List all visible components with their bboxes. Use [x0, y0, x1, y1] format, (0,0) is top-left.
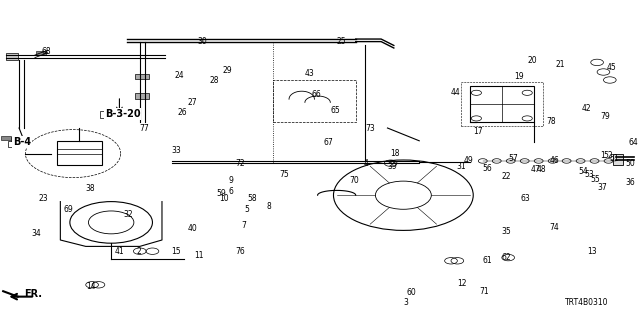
Text: 52: 52: [604, 151, 613, 160]
Text: 51: 51: [610, 154, 620, 163]
Text: 25: 25: [337, 37, 346, 46]
Bar: [57, 141, 102, 165]
Text: 79: 79: [600, 112, 610, 121]
Text: 67: 67: [324, 138, 333, 147]
Text: 43: 43: [305, 69, 315, 78]
Text: 49: 49: [464, 156, 474, 164]
Bar: [134, 74, 148, 79]
Text: 73: 73: [365, 124, 375, 132]
Text: 4: 4: [364, 159, 368, 168]
Text: 58: 58: [248, 194, 257, 203]
Text: 28: 28: [210, 76, 219, 84]
Text: 17: 17: [473, 127, 483, 136]
Text: 71: 71: [479, 287, 489, 296]
Text: 9: 9: [228, 176, 234, 185]
Text: 1: 1: [600, 151, 605, 160]
Text: 39: 39: [387, 162, 397, 171]
Text: 22: 22: [502, 172, 511, 180]
Text: 38: 38: [86, 184, 95, 193]
Text: 15: 15: [172, 247, 181, 256]
Text: B-3-20: B-3-20: [105, 108, 140, 119]
Text: 16: 16: [16, 136, 26, 145]
Text: 45: 45: [607, 63, 616, 72]
Text: 35: 35: [502, 228, 511, 236]
Text: 8: 8: [267, 202, 271, 211]
Text: 63: 63: [521, 194, 531, 203]
Text: 5: 5: [244, 205, 250, 214]
Text: 47: 47: [531, 165, 540, 174]
Bar: [8, 141, 26, 147]
Text: 18: 18: [390, 149, 400, 158]
Text: 33: 33: [172, 146, 181, 155]
Text: 42: 42: [581, 104, 591, 113]
Bar: [6, 53, 18, 60]
Text: 21: 21: [556, 60, 565, 68]
Text: 27: 27: [188, 98, 197, 107]
Bar: [36, 51, 46, 55]
Bar: [11, 137, 21, 141]
Text: 48: 48: [537, 165, 547, 174]
Text: 62: 62: [502, 253, 511, 262]
Text: 41: 41: [115, 247, 124, 256]
Text: 78: 78: [547, 117, 556, 126]
Bar: [461, 82, 543, 126]
Text: 12: 12: [458, 279, 467, 288]
Text: FR.: FR.: [24, 289, 42, 300]
Text: 75: 75: [280, 170, 289, 179]
Text: 40: 40: [188, 224, 197, 233]
Text: 30: 30: [197, 37, 207, 46]
Text: 74: 74: [550, 223, 559, 232]
Text: 54: 54: [578, 167, 588, 176]
Text: 37: 37: [597, 183, 607, 192]
Text: 60: 60: [406, 288, 416, 297]
Text: 68: 68: [42, 47, 51, 56]
Bar: [1, 136, 12, 140]
Text: 77: 77: [140, 124, 150, 132]
Text: 26: 26: [178, 108, 188, 116]
Text: 59: 59: [216, 189, 226, 198]
Text: 20: 20: [527, 56, 537, 65]
Text: 44: 44: [451, 88, 461, 97]
Text: 76: 76: [235, 247, 244, 256]
Text: 23: 23: [38, 194, 48, 203]
Bar: [134, 93, 148, 99]
Bar: [470, 86, 534, 122]
Text: 7: 7: [241, 221, 246, 230]
Text: 55: 55: [591, 175, 600, 184]
Bar: [273, 80, 356, 122]
Text: 14: 14: [86, 282, 95, 291]
Text: 11: 11: [194, 252, 204, 260]
Text: 10: 10: [219, 194, 228, 203]
Text: 57: 57: [508, 154, 518, 163]
Text: 61: 61: [483, 256, 492, 265]
Text: 29: 29: [222, 66, 232, 75]
Text: 56: 56: [483, 164, 493, 172]
Text: 36: 36: [626, 178, 636, 187]
Text: 32: 32: [124, 210, 134, 219]
Text: 72: 72: [235, 159, 244, 168]
Text: TRT4B0310: TRT4B0310: [565, 298, 609, 307]
Text: 66: 66: [311, 90, 321, 99]
Text: 50: 50: [626, 159, 636, 168]
Text: 53: 53: [584, 170, 594, 179]
Text: 3: 3: [403, 298, 408, 307]
Text: 24: 24: [175, 71, 184, 80]
Text: 34: 34: [32, 229, 42, 238]
Text: 46: 46: [550, 156, 559, 164]
Bar: [613, 154, 623, 165]
Text: 31: 31: [456, 162, 466, 171]
Text: B-4: B-4: [13, 137, 31, 148]
Text: 70: 70: [349, 176, 359, 185]
Text: 64: 64: [629, 138, 639, 147]
Text: 13: 13: [588, 247, 597, 256]
Text: 65: 65: [330, 106, 340, 115]
Text: 2: 2: [136, 247, 141, 256]
Bar: [100, 111, 133, 118]
Text: 69: 69: [63, 205, 73, 214]
Text: 6: 6: [228, 188, 234, 196]
Text: 19: 19: [515, 72, 524, 81]
